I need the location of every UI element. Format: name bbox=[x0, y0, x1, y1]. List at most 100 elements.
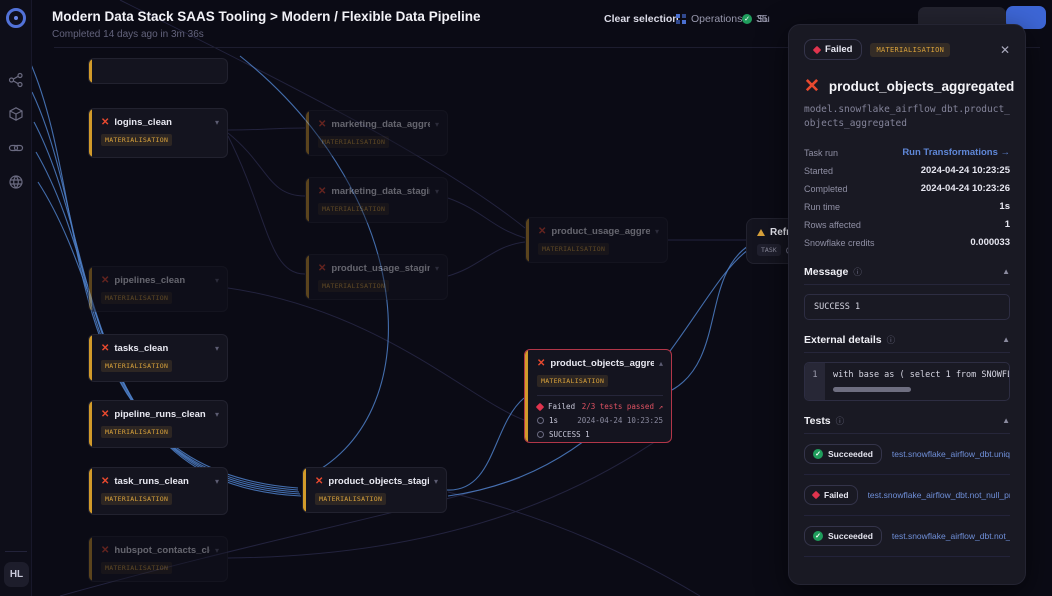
panel-title: product_objects_aggregated bbox=[828, 79, 1015, 94]
horizontal-scrollbar[interactable] bbox=[833, 386, 911, 392]
node-product-objects-aggregated-selected[interactable]: ✕ product_objects_aggregated ▴ MATERIALI… bbox=[524, 349, 672, 443]
message-box: SUCCESS 1 bbox=[804, 293, 1010, 320]
materialisation-badge: MATERIALISATION bbox=[101, 562, 173, 574]
tests-summary-link[interactable]: 2/3 tests passed ↗ bbox=[581, 402, 663, 411]
node-label: tasks_clean bbox=[114, 343, 169, 354]
task-run-link[interactable]: Run Transformations → bbox=[902, 147, 1010, 158]
run-summary: Completed 14 days ago in 3m 36s bbox=[52, 29, 204, 40]
test-status-label: Failed bbox=[824, 489, 849, 500]
user-avatar[interactable]: HL bbox=[4, 562, 29, 587]
chevron-down-icon[interactable]: ▾ bbox=[214, 344, 219, 353]
operations-count: 35 bbox=[756, 13, 768, 25]
node-accent-bar bbox=[89, 267, 92, 311]
info-icon[interactable]: ⓘ bbox=[853, 266, 862, 277]
materialisation-badge: MATERIALISATION bbox=[101, 426, 173, 438]
node-runtime: 1s bbox=[549, 416, 559, 425]
test-link[interactable]: test.snowflake_airflow_dbt.not_null_pr bbox=[891, 530, 1010, 541]
node-pipeline-runs-clean[interactable]: ✕ pipeline_runs_clean ▾ MATERIALISATION bbox=[88, 400, 228, 448]
meta-row-rows-affected: Rows affected 1 bbox=[804, 216, 1010, 234]
node-label: pipelines_clean bbox=[114, 275, 186, 286]
node-marketing-data-aggregated[interactable]: ✕ marketing_data_aggregated ▾ MATERIALIS… bbox=[305, 110, 448, 156]
dbt-icon: ✕ bbox=[318, 185, 327, 197]
info-icon[interactable]: ⓘ bbox=[886, 334, 896, 345]
test-link[interactable]: test.snowflake_airflow_dbt.unique_pro bbox=[891, 448, 1010, 459]
node-product-usage-aggregated[interactable]: ✕ product_usage_aggregated ▾ MATERIALISA… bbox=[525, 217, 668, 263]
node-product-objects-staging[interactable]: ✕ product_objects_staging ▾ MATERIALISAT… bbox=[302, 467, 447, 513]
test-status-label: Succeeded bbox=[828, 448, 873, 459]
node-label: product_usage_staging bbox=[331, 263, 430, 274]
chevron-down-icon[interactable]: ▾ bbox=[434, 187, 439, 196]
materialisation-badge: MATERIALISATION bbox=[101, 292, 173, 304]
info-icon[interactable]: ⓘ bbox=[835, 415, 845, 426]
meta-value: 0.000033 bbox=[970, 237, 1010, 248]
success-filter[interactable]: ✓ Su bbox=[742, 13, 770, 25]
node-pipelines-clean[interactable]: ✕ pipelines_clean ▾ MATERIALISATION bbox=[88, 266, 228, 312]
close-icon[interactable]: ✕ bbox=[999, 42, 1010, 57]
materialisation-badge: MATERIALISATION bbox=[870, 42, 951, 57]
external-details-section-header: External details ⓘ ▲ bbox=[804, 334, 1010, 353]
status-pill-label: Failed bbox=[825, 44, 853, 55]
chevron-down-icon[interactable]: ▾ bbox=[434, 120, 439, 129]
chevron-down-icon[interactable]: ▾ bbox=[214, 118, 219, 127]
dbt-icon: ✕ bbox=[101, 475, 110, 487]
node-partial-top[interactable] bbox=[88, 58, 228, 84]
node-label: pipeline_runs_clean bbox=[114, 409, 206, 420]
chevron-down-icon[interactable]: ▾ bbox=[433, 477, 438, 486]
node-label: marketing_data_staging bbox=[331, 186, 430, 197]
operations-label: Operations bbox=[691, 13, 743, 25]
integrations-icon[interactable] bbox=[8, 174, 24, 190]
test-row: ✓ Succeeded test.snowflake_airflow_dbt.n… bbox=[804, 516, 1010, 557]
collapse-icon[interactable]: ▲ bbox=[1002, 335, 1010, 344]
meta-value: 2024-04-24 10:23:25 bbox=[920, 165, 1010, 176]
meta-label: Run time bbox=[804, 201, 841, 212]
code-area: with base as ( select 1 from SNOWFLAKE bbox=[825, 363, 1009, 400]
code-line: with base as ( select 1 from SNOWFLAKE bbox=[833, 369, 1009, 380]
dbt-icon: ✕ bbox=[318, 118, 327, 130]
app-logo[interactable] bbox=[6, 8, 26, 28]
test-status-pill: ✓ Succeeded bbox=[804, 443, 882, 464]
connections-icon[interactable] bbox=[8, 140, 24, 156]
collapse-icon[interactable]: ▲ bbox=[1002, 416, 1010, 425]
node-label: Refre bbox=[770, 227, 796, 238]
node-label: logins_clean bbox=[114, 117, 172, 128]
node-hubspot-contacts-clean[interactable]: ✕ hubspot_contacts_clean ▾ MATERIALISATI… bbox=[88, 536, 228, 582]
node-product-usage-staging[interactable]: ✕ product_usage_staging ▾ MATERIALISATIO… bbox=[305, 254, 448, 300]
chevron-down-icon[interactable]: ▾ bbox=[434, 264, 439, 273]
node-label: marketing_data_aggregated bbox=[331, 119, 430, 130]
node-accent-bar bbox=[89, 468, 92, 514]
dbt-icon: ✕ bbox=[315, 475, 324, 487]
collapse-icon[interactable]: ▲ bbox=[1002, 267, 1010, 276]
meta-row-snowflake-credits: Snowflake credits 0.000033 bbox=[804, 234, 1010, 252]
chevron-down-icon[interactable]: ▾ bbox=[214, 546, 219, 555]
meta-value: 1 bbox=[1004, 219, 1010, 230]
succeeded-check-icon: ✓ bbox=[813, 530, 823, 541]
chevron-up-icon[interactable]: ▴ bbox=[658, 359, 663, 368]
node-task-runs-clean[interactable]: ✕ task_runs_clean ▾ MATERIALISATION bbox=[88, 467, 228, 515]
node-accent-bar bbox=[525, 350, 528, 442]
chevron-down-icon[interactable]: ▾ bbox=[214, 477, 219, 486]
materialisation-badge: MATERIALISATION bbox=[318, 280, 390, 292]
dbt-icon: ✕ bbox=[101, 116, 110, 128]
primary-run-button[interactable] bbox=[1006, 6, 1046, 29]
node-logins-clean[interactable]: ✕ logins_clean ▾ MATERIALISATION bbox=[88, 108, 228, 158]
meta-row-completed: Completed 2024-04-24 10:23:26 bbox=[804, 180, 1010, 198]
pipelines-icon[interactable] bbox=[8, 72, 24, 88]
node-detail-panel: Failed MATERIALISATION ✕ ✕ product_objec… bbox=[788, 24, 1026, 585]
dbt-icon: ✕ bbox=[537, 357, 546, 369]
meta-label: Started bbox=[804, 165, 834, 176]
chevron-down-icon[interactable]: ▾ bbox=[654, 227, 659, 236]
failed-diamond-icon bbox=[811, 490, 821, 499]
clear-selection-button[interactable]: Clear selection bbox=[604, 13, 679, 25]
materialisation-badge: MATERIALISATION bbox=[318, 136, 390, 148]
meta-label: Task run bbox=[804, 147, 839, 158]
dbt-icon: ✕ bbox=[101, 408, 110, 420]
sidebar-divider bbox=[5, 551, 27, 552]
chevron-down-icon[interactable]: ▾ bbox=[214, 410, 219, 419]
materialisation-badge: MATERIALISATION bbox=[537, 375, 609, 387]
test-link[interactable]: test.snowflake_airflow_dbt.not_null_pr bbox=[867, 489, 1010, 500]
node-tasks-clean[interactable]: ✕ tasks_clean ▾ MATERIALISATION bbox=[88, 334, 228, 382]
products-icon[interactable] bbox=[8, 106, 24, 122]
chevron-down-icon[interactable]: ▾ bbox=[214, 276, 219, 285]
dbt-icon: ✕ bbox=[101, 274, 110, 286]
node-marketing-data-staging[interactable]: ✕ marketing_data_staging ▾ MATERIALISATI… bbox=[305, 177, 448, 223]
